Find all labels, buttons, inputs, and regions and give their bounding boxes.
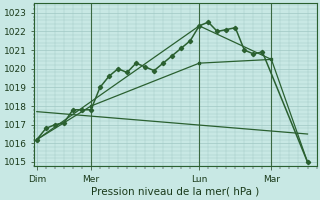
- X-axis label: Pression niveau de la mer( hPa ): Pression niveau de la mer( hPa ): [91, 187, 260, 197]
